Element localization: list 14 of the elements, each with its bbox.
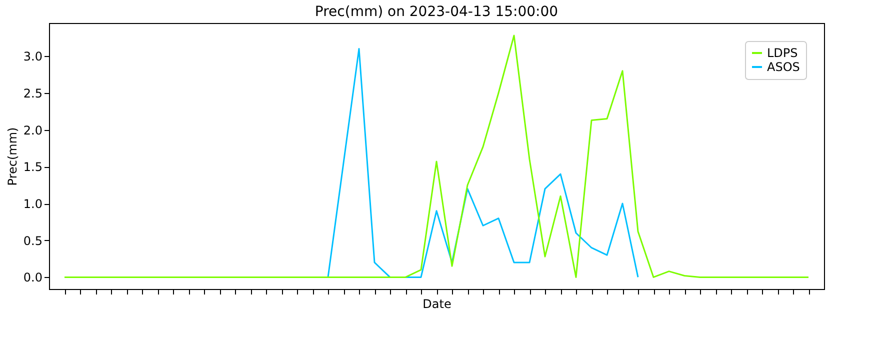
y-tick-label: 0.5 xyxy=(23,234,42,248)
legend-label: ASOS xyxy=(767,60,800,74)
y-tick-label: 3.0 xyxy=(23,50,42,64)
x-axis-title: Date xyxy=(422,297,452,311)
y-axis-title: Prec(mm) xyxy=(5,127,20,186)
y-tick-label: 2.0 xyxy=(23,123,42,138)
chart-title: Prec(mm) on 2023-04-13 15:00:00 xyxy=(314,4,558,20)
line-series xyxy=(64,34,810,278)
line-series xyxy=(327,48,639,278)
y-tick-label: 1.0 xyxy=(23,197,42,212)
legend-label: LDPS xyxy=(767,46,798,60)
y-tick-label: 2.5 xyxy=(23,86,42,100)
y-tick-label: 0.0 xyxy=(23,270,42,285)
y-tick-label: 1.5 xyxy=(23,160,42,174)
